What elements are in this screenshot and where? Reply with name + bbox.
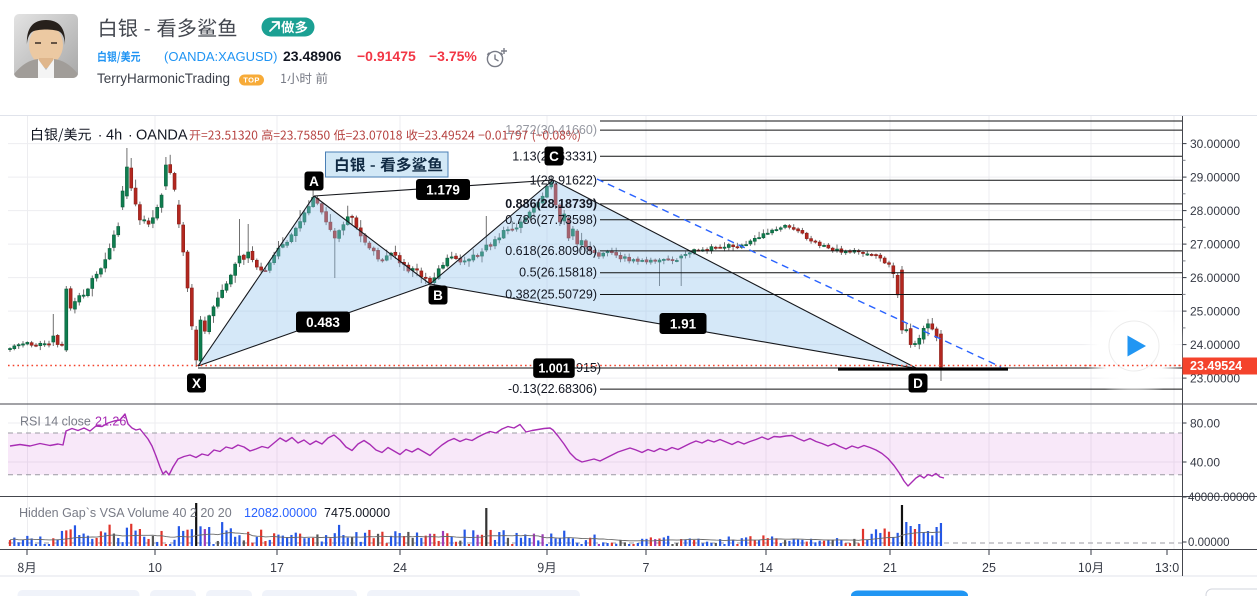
svg-text:1.001: 1.001 (538, 362, 569, 376)
svg-text:40000.00000: 40000.00000 (1188, 492, 1255, 504)
svg-text:7: 7 (643, 561, 650, 575)
svg-text:·: · (98, 127, 103, 143)
svg-text:0.786(27.73598): 0.786(27.73598) (505, 213, 597, 227)
svg-text:0.382(25.50729): 0.382(25.50729) (505, 288, 597, 302)
svg-text:17: 17 (270, 561, 284, 575)
svg-text:A: A (309, 174, 319, 189)
svg-text:(OANDA:XAGUSD): (OANDA:XAGUSD) (164, 49, 277, 64)
svg-text:0.5(26.15818): 0.5(26.15818) (519, 266, 597, 280)
svg-text:24.00000: 24.00000 (1190, 338, 1240, 352)
svg-text:14: 14 (759, 561, 773, 575)
svg-text:7475.00000: 7475.00000 (324, 506, 390, 520)
svg-text:C: C (549, 149, 559, 164)
svg-text:·: · (128, 127, 133, 143)
svg-text:21: 21 (883, 561, 897, 575)
svg-text:23.48906: 23.48906 (283, 48, 342, 64)
svg-text:915): 915) (576, 361, 601, 375)
svg-text:23.00000: 23.00000 (1190, 372, 1240, 386)
svg-text:0.483: 0.483 (306, 315, 340, 330)
svg-text:1.272(30.41660): 1.272(30.41660) (505, 123, 597, 137)
svg-text:0.00000: 0.00000 (1188, 537, 1230, 549)
svg-text:23.49524: 23.49524 (1190, 359, 1242, 373)
svg-text:40.00: 40.00 (1190, 456, 1220, 470)
svg-text:1(28.91622): 1(28.91622) (530, 173, 597, 187)
svg-text:Hidden Gap`s VSA Volume 40 2 2: Hidden Gap`s VSA Volume 40 2 20 20 (19, 506, 232, 520)
svg-text:TerryHarmonicTrading: TerryHarmonicTrading (97, 71, 230, 86)
svg-text:4h: 4h (106, 128, 122, 144)
svg-text:-0.13(22.68306): -0.13(22.68306) (508, 382, 597, 396)
svg-text:B: B (433, 288, 443, 303)
svg-text:12082.00000: 12082.00000 (244, 506, 317, 520)
svg-text:10: 10 (148, 561, 162, 575)
svg-text:X: X (192, 376, 201, 391)
svg-text:28.00000: 28.00000 (1190, 204, 1240, 218)
svg-text:29.00000: 29.00000 (1190, 171, 1240, 185)
svg-text:RSI 14 close: RSI 14 close (20, 415, 91, 429)
svg-text:OANDA: OANDA (136, 128, 188, 144)
svg-text:1.179: 1.179 (426, 182, 460, 197)
svg-text:25: 25 (982, 561, 996, 575)
svg-text:−3.75%: −3.75% (429, 48, 477, 64)
svg-text:80.00: 80.00 (1190, 417, 1220, 431)
svg-text:25.00000: 25.00000 (1190, 305, 1240, 319)
svg-text:26.00000: 26.00000 (1190, 271, 1240, 285)
svg-text:0.886(28.18739): 0.886(28.18739) (505, 197, 597, 211)
svg-text:21.26: 21.26 (95, 415, 126, 429)
svg-text:27.00000: 27.00000 (1190, 238, 1240, 252)
svg-text:D: D (913, 376, 923, 391)
svg-text:13:0: 13:0 (1155, 561, 1179, 575)
svg-text:0.618(26.80908): 0.618(26.80908) (505, 244, 597, 258)
svg-text:1.91: 1.91 (670, 316, 697, 331)
svg-text:24: 24 (393, 561, 407, 575)
svg-text:−0.91475: −0.91475 (357, 48, 416, 64)
svg-text:TOP: TOP (243, 76, 259, 85)
svg-text:30.00000: 30.00000 (1190, 137, 1240, 151)
